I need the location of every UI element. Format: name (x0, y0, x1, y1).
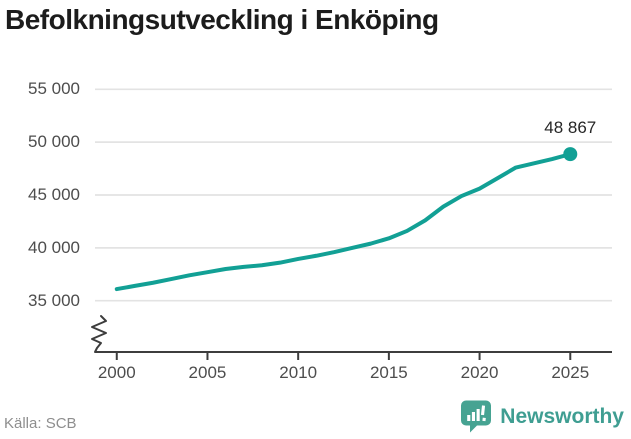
source-caption: Källa: SCB (4, 415, 77, 432)
y-tick-label: 35 000 (28, 290, 80, 310)
y-tick-label: 55 000 (28, 79, 80, 99)
y-tick-label: 50 000 (28, 132, 80, 152)
x-tick-label: 2000 (97, 363, 136, 382)
newsworthy-speech-bubble-chart-icon (461, 400, 492, 433)
page-title: Befolkningsutveckling i Enköping (5, 4, 439, 35)
y-axis-break-icon (91, 315, 107, 353)
x-tick-label: 2020 (460, 363, 499, 382)
x-tick-label: 2015 (369, 363, 408, 382)
last-point-dot (563, 147, 578, 162)
x-tick-label: 2010 (279, 363, 318, 382)
y-tick-label: 45 000 (28, 185, 80, 204)
y-tick-label: 40 000 (28, 237, 80, 257)
last-value-label: 48 867 (544, 118, 597, 138)
population-trend-line (114, 152, 573, 292)
newsworthy-wordmark: Newsworthy (500, 404, 624, 428)
x-tick-label: 2025 (551, 363, 590, 382)
x-tick-label: 2005 (188, 363, 227, 382)
newsworthy-logo: Newsworthy (461, 400, 624, 433)
